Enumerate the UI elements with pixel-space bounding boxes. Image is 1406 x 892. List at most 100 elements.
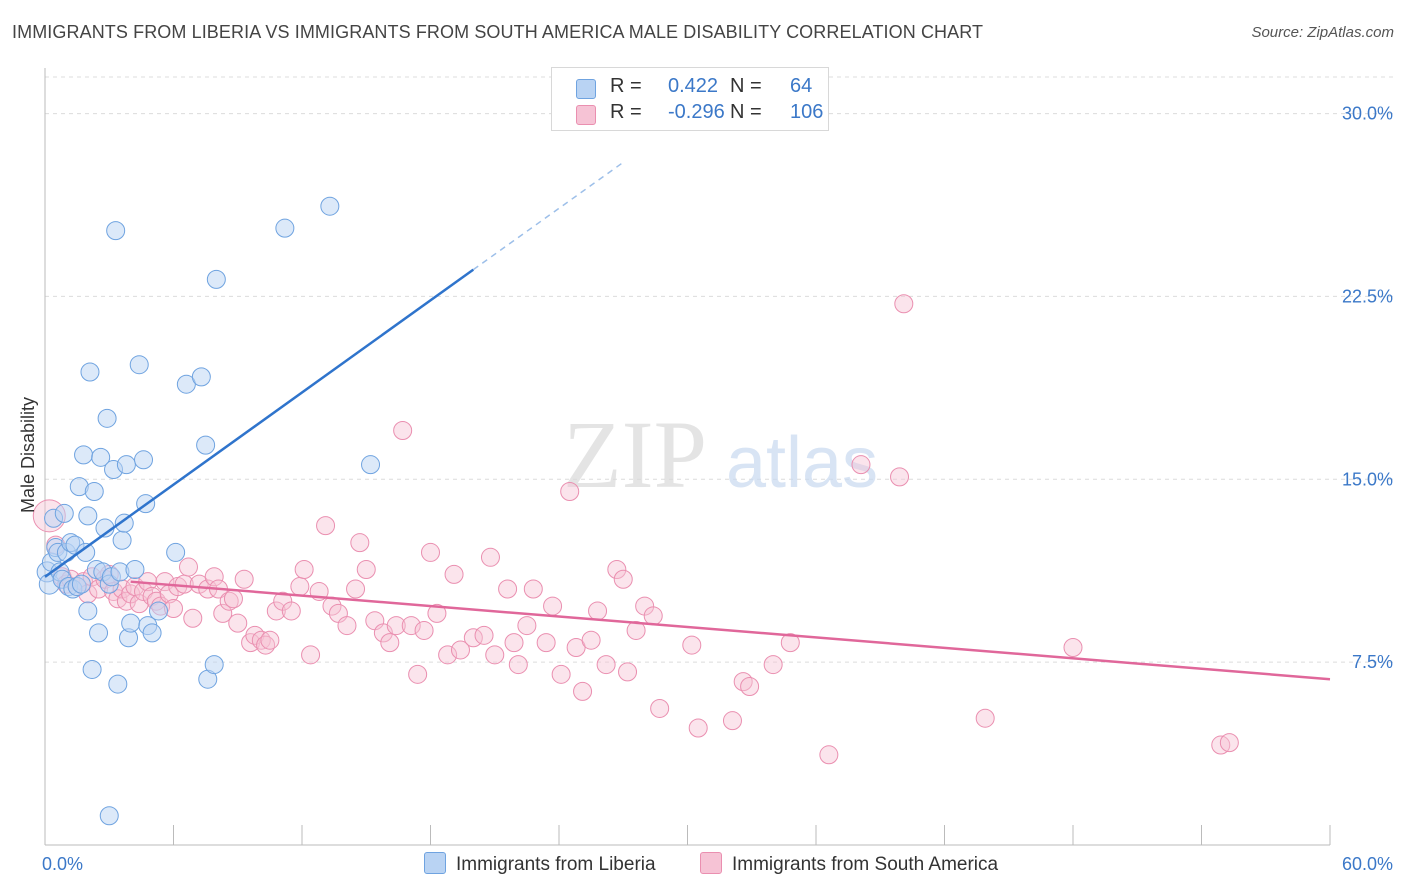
data-point-south-america	[517, 616, 537, 636]
data-point-liberia	[80, 362, 100, 382]
data-point-liberia	[74, 445, 94, 465]
data-point-liberia	[275, 218, 295, 238]
data-point-south-america	[204, 567, 224, 587]
data-point-south-america	[573, 681, 593, 701]
data-point-south-america	[266, 601, 286, 621]
data-point-south-america	[551, 664, 571, 684]
legend-r-label: R =	[610, 75, 642, 97]
data-point-liberia	[71, 574, 91, 594]
data-point-liberia	[206, 269, 226, 289]
data-point-south-america	[607, 559, 627, 579]
y-tick-label: 15.0%	[1342, 469, 1393, 489]
data-point-south-america	[682, 635, 702, 655]
data-point-south-america	[498, 579, 518, 599]
data-point-south-america	[386, 616, 406, 636]
series-liberia-points	[36, 196, 381, 826]
data-point-south-america	[155, 572, 175, 592]
data-point-south-america	[480, 547, 500, 567]
data-point-south-america	[536, 633, 556, 653]
x-tick-label-min: 0.0%	[42, 854, 83, 874]
data-point-south-america	[504, 633, 524, 653]
data-point-south-america	[346, 579, 366, 599]
data-point-liberia	[149, 601, 169, 621]
data-point-south-america	[213, 603, 233, 623]
data-point-liberia	[191, 367, 211, 387]
data-point-south-america	[688, 718, 708, 738]
data-point-liberia	[196, 435, 216, 455]
data-point-south-america	[337, 616, 357, 636]
correlation-legend: R = 0.422 N = 64 R = -0.296 N = 106	[551, 67, 829, 131]
legend-r-value: -0.296	[668, 101, 725, 123]
x-tick-labels: 0.0% 60.0%	[42, 854, 1393, 874]
data-point-south-america	[444, 564, 464, 584]
data-point-liberia	[54, 503, 74, 523]
data-point-south-america	[234, 569, 254, 589]
data-point-south-america	[356, 559, 376, 579]
data-point-south-america	[643, 606, 663, 626]
data-point-south-america	[414, 620, 434, 640]
legend-n-value: 106	[790, 101, 824, 123]
series-legend-label: Immigrants from South America	[732, 854, 999, 875]
data-point-south-america	[408, 664, 428, 684]
data-point-liberia	[99, 806, 119, 826]
data-point-liberia	[89, 623, 109, 643]
chart-title: IMMIGRANTS FROM LIBERIA VS IMMIGRANTS FR…	[12, 22, 984, 42]
watermark-atlas: atlas	[726, 423, 878, 503]
data-point-south-america	[485, 645, 505, 665]
data-point-liberia	[166, 542, 186, 562]
data-point-south-america	[178, 557, 198, 577]
data-point-liberia	[82, 659, 102, 679]
data-point-south-america	[613, 569, 633, 589]
data-point-liberia	[125, 559, 145, 579]
data-point-south-america	[543, 596, 563, 616]
data-point-south-america	[281, 601, 301, 621]
y-tick-label: 30.0%	[1342, 104, 1393, 124]
source-label: Source: ZipAtlas.com	[1251, 24, 1394, 41]
trend-line-liberia	[44, 268, 475, 578]
data-point-liberia	[204, 655, 224, 675]
data-point-south-america	[523, 579, 543, 599]
series-legend-liberia: Immigrants from Liberia	[424, 852, 656, 876]
axes	[44, 68, 1331, 846]
data-point-liberia	[361, 455, 381, 475]
legend-n-value: 64	[790, 75, 813, 97]
y-axis-label: Male Disability	[18, 397, 38, 513]
data-point-south-america	[780, 633, 800, 653]
data-point-south-america	[890, 467, 910, 487]
series-legend-label: Immigrants from Liberia	[456, 854, 656, 875]
data-point-south-america	[260, 630, 280, 650]
data-point-liberia	[114, 513, 134, 533]
trend-line-south-america	[130, 580, 1331, 681]
data-point-south-america	[618, 662, 638, 682]
data-point-south-america	[1219, 733, 1239, 753]
legend-n-label: N =	[730, 75, 762, 97]
trend-line-liberia-extension	[472, 161, 624, 271]
data-point-south-america	[1063, 638, 1083, 658]
data-point-south-america	[508, 655, 528, 675]
data-point-south-america	[380, 633, 400, 653]
data-point-liberia	[84, 481, 104, 501]
data-point-south-america	[316, 516, 336, 536]
data-point-south-america	[245, 625, 265, 645]
data-point-south-america	[474, 625, 494, 645]
data-point-liberia	[116, 455, 136, 475]
data-point-liberia	[142, 623, 162, 643]
data-point-liberia	[129, 355, 149, 375]
y-tick-label: 7.5%	[1352, 652, 1393, 672]
data-point-liberia	[97, 408, 117, 428]
data-point-south-america	[819, 745, 839, 765]
legend-swatch-blue	[576, 79, 596, 99]
trend-lines	[44, 161, 1331, 681]
data-point-south-america	[223, 589, 243, 609]
data-point-south-america	[183, 608, 203, 628]
data-point-south-america	[650, 698, 670, 718]
y-tick-label: 22.5%	[1342, 286, 1393, 306]
data-point-south-america	[626, 620, 646, 640]
data-point-south-america	[301, 645, 321, 665]
data-point-south-america	[763, 655, 783, 675]
data-point-south-america	[294, 559, 314, 579]
data-point-south-america	[228, 613, 248, 633]
data-point-liberia	[78, 506, 98, 526]
data-point-south-america	[722, 711, 742, 731]
